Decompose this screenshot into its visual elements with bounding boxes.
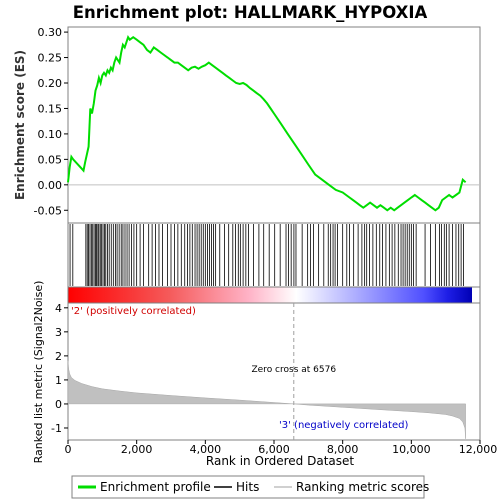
metric-y-tick-label: 0 bbox=[55, 398, 62, 411]
metric-y-tick-label: -1 bbox=[51, 422, 62, 435]
es-y-axis-label: Enrichment score (ES) bbox=[13, 50, 27, 200]
x-axis: 0 2,000 4,000 6,000 8,000 10,000 12,000 bbox=[65, 440, 498, 456]
hits-panel-frame bbox=[67, 222, 481, 288]
es-y-tick-label: 0.25 bbox=[38, 52, 63, 65]
zero-cross-label: Zero cross at 6576 bbox=[251, 365, 336, 375]
legend-metric-label: Ranking metric scores bbox=[296, 480, 429, 494]
metric-y-tick-label: 3 bbox=[55, 326, 62, 339]
metric-y-axis: 4 3 2 1 0 -1 bbox=[51, 302, 68, 435]
es-panel-frame bbox=[67, 26, 481, 224]
es-y-tick-label: 0.00 bbox=[38, 179, 63, 192]
x-tick-label: 2,000 bbox=[121, 443, 153, 456]
legend-hits-label: Hits bbox=[236, 480, 259, 494]
metric-y-tick-label: 4 bbox=[55, 302, 62, 315]
negative-correlation-label: '3' (negatively correlated) bbox=[279, 420, 408, 431]
ranking-metric-area bbox=[67, 360, 466, 439]
positive-correlation-label: '2' (positively correlated) bbox=[71, 306, 196, 317]
es-y-axis: 0.30 0.25 0.20 0.15 0.10 0.05 0.00 -0.05 bbox=[34, 26, 68, 217]
x-tick-label: 6,000 bbox=[258, 443, 290, 456]
es-y-tick-label: 0.30 bbox=[38, 26, 63, 39]
x-tick-label: 8,000 bbox=[327, 443, 359, 456]
chart-title: Enrichment plot: HALLMARK_HYPOXIA bbox=[73, 3, 428, 22]
es-y-tick-label: 0.05 bbox=[38, 153, 63, 166]
x-tick-label: 12,000 bbox=[459, 443, 498, 456]
es-y-tick-label: 0.20 bbox=[38, 77, 63, 90]
x-axis-label: Rank in Ordered Dataset bbox=[206, 454, 354, 468]
legend-enrichment-label: Enrichment profile bbox=[100, 480, 211, 494]
x-tick-label: 4,000 bbox=[190, 443, 222, 456]
legend-frame bbox=[71, 475, 425, 499]
x-tick-label: 0 bbox=[65, 443, 72, 456]
x-tick-label: 10,000 bbox=[392, 443, 431, 456]
legend: Enrichment profile Hits Ranking metric s… bbox=[71, 475, 429, 499]
es-y-tick-label: 0.10 bbox=[38, 128, 63, 141]
metric-panel-frame bbox=[67, 302, 481, 441]
es-y-tick-label: -0.05 bbox=[34, 204, 62, 217]
enrichment-profile-line bbox=[67, 34, 467, 212]
metric-y-axis-label: Ranked list metric (Signal2Noise) bbox=[32, 281, 45, 464]
es-y-tick-label: 0.15 bbox=[38, 102, 63, 115]
metric-y-tick-label: 1 bbox=[55, 374, 62, 387]
hits-marks bbox=[69, 224, 464, 286]
metric-y-tick-label: 2 bbox=[55, 350, 62, 363]
correlation-heatmap-bar bbox=[68, 287, 472, 303]
